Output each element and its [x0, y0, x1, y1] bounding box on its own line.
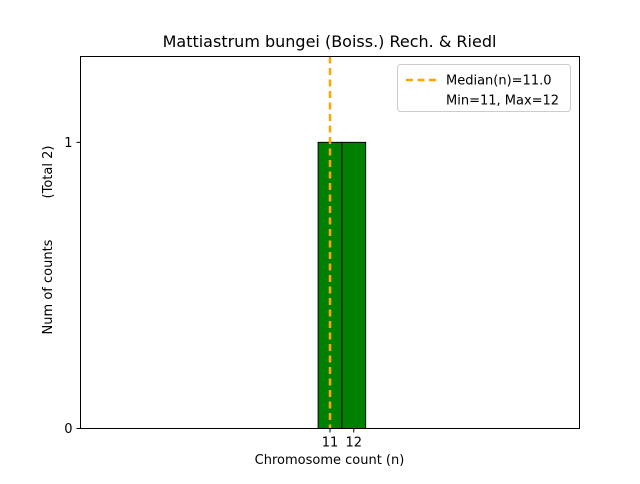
bars-group: [317, 141, 367, 429]
legend: Median(n)=11.0 Min=11, Max=12: [397, 64, 571, 112]
y-tick-label: 1: [64, 136, 72, 151]
y-axis-label: Num of counts: [41, 239, 56, 334]
x-tick-label: 11: [322, 436, 339, 451]
y-tick-label: 0: [64, 422, 72, 437]
x-axis-label: Chromosome count (n): [255, 453, 405, 468]
x-tick-label: 12: [345, 436, 362, 451]
legend-box: [397, 64, 571, 112]
x-ticks-group: 11 12: [322, 428, 362, 451]
bar-12: [341, 141, 367, 429]
legend-label-median: Median(n)=11.0: [446, 74, 552, 89]
legend-label-minmax: Min=11, Max=12: [446, 94, 559, 109]
chart-title: Mattiastrum bungei (Boiss.) Rech. & Ried…: [163, 32, 497, 51]
y-ticks-group: 01: [64, 136, 81, 437]
y-axis-label-total: (Total 2): [41, 146, 56, 199]
